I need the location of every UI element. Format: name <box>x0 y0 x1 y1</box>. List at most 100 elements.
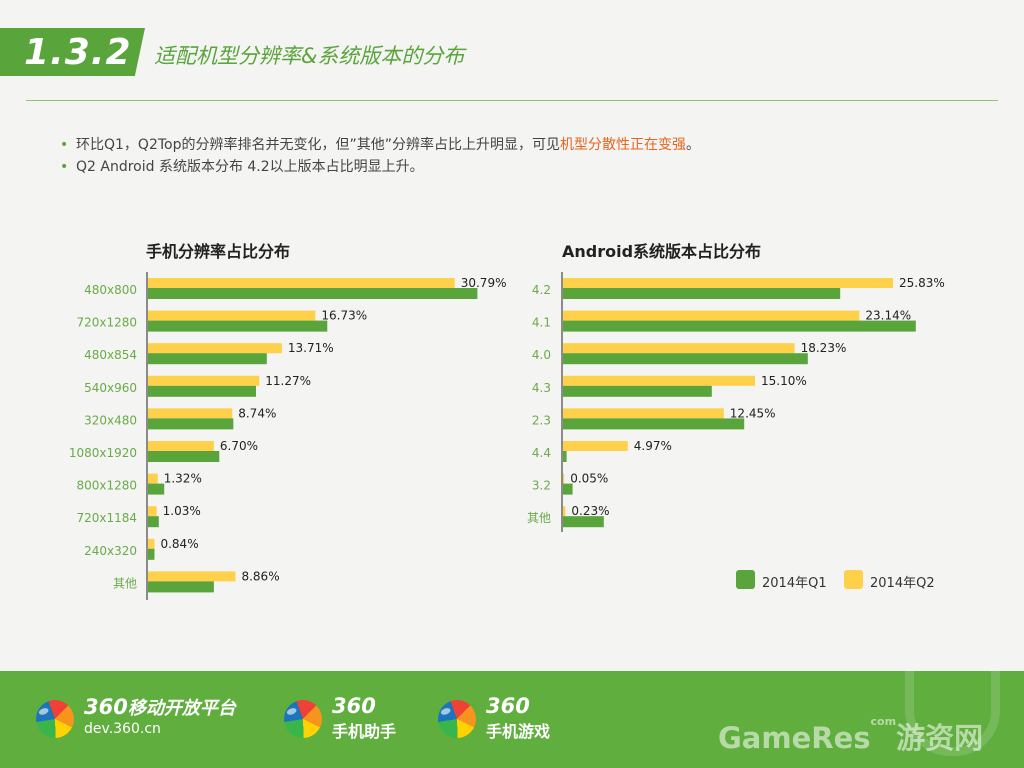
360-ball-logo-icon <box>30 694 80 744</box>
data-label-q2: 18.23% <box>801 341 847 355</box>
logo-url: dev.360.cn <box>84 721 161 737</box>
legend-swatch-q2 <box>844 570 863 589</box>
data-label-q2: 23.14% <box>865 309 911 323</box>
category-label: 4.3 <box>532 381 551 395</box>
bullet-dot-icon: • <box>60 137 69 153</box>
legend-label-q2: 2014年Q2 <box>870 576 935 591</box>
bullet-text: 环比Q1，Q2Top的分辨率排名并无变化，但”其他”分辨率占比上升明显，可见 <box>76 137 560 153</box>
category-label: 其他 <box>113 576 137 590</box>
bar-q2 <box>148 343 282 354</box>
data-label-q2: 0.23% <box>571 504 609 518</box>
bar-q2 <box>563 473 565 484</box>
category-label: 720x1184 <box>76 511 137 525</box>
section-number: 1.3.2 <box>24 32 132 73</box>
category-label: 1080x1920 <box>69 446 137 460</box>
gameres-watermark: GameRescom游资网 <box>718 715 984 755</box>
data-label-q2: 15.10% <box>761 374 807 388</box>
shield-watermark-icon <box>905 671 1000 756</box>
category-label: 320x480 <box>84 413 137 427</box>
bar-q1 <box>148 516 159 528</box>
category-label: 4.1 <box>532 316 551 330</box>
bar-q1 <box>563 418 745 430</box>
logo-text: 360 <box>332 694 376 718</box>
bar-q1 <box>563 451 567 462</box>
category-label: 4.4 <box>532 446 551 460</box>
category-label: 4.2 <box>532 283 551 297</box>
bar-q1 <box>563 320 916 332</box>
data-label-q2: 0.05% <box>570 472 608 486</box>
bar-q2 <box>563 343 795 354</box>
category-label: 800x1280 <box>76 479 137 493</box>
bar-q1 <box>563 516 604 528</box>
bar-q2 <box>563 278 893 288</box>
bar-q2 <box>148 538 155 549</box>
bar-q2 <box>148 571 236 582</box>
category-label: 其他 <box>527 511 551 525</box>
bar-q2 <box>563 441 628 451</box>
data-label-q2: 8.86% <box>241 569 279 583</box>
360-ball-logo-icon <box>432 694 482 744</box>
bar-q1 <box>148 320 328 332</box>
footer-bar: 360移动开放平台 dev.360.cn 360 手机助手 360 手机游戏 G… <box>0 671 1024 768</box>
data-label-q2: 13.71% <box>288 341 334 355</box>
category-label: 3.2 <box>532 479 551 493</box>
bar-q1 <box>563 385 712 397</box>
logo-text: 360移动开放平台 <box>84 695 236 719</box>
logo-subtitle: 手机游戏 <box>486 722 551 741</box>
data-label-q2: 12.45% <box>730 406 776 420</box>
bar-q2 <box>148 310 316 321</box>
bullet-item: • 环比Q1，Q2Top的分辨率排名并无变化，但”其他”分辨率占比上升明显，可见机… <box>60 134 700 156</box>
legend-label-q1: 2014年Q1 <box>762 576 827 591</box>
legend-swatch-q1 <box>736 570 755 589</box>
bullet-highlight: 机型分散性正在变强 <box>559 137 686 153</box>
bar-q2 <box>563 506 566 517</box>
bar-q1 <box>148 548 155 560</box>
title-divider <box>26 100 998 101</box>
logo-subtitle: 手机助手 <box>332 722 397 741</box>
bar-q1 <box>148 353 267 365</box>
category-label: 480x800 <box>84 283 137 297</box>
bullet-list: • 环比Q1，Q2Top的分辨率排名并无变化，但”其他”分辨率占比上升明显，可见机… <box>60 134 700 178</box>
bar-q2 <box>148 441 214 451</box>
bar-q2 <box>563 408 724 419</box>
bar-q1 <box>148 451 220 462</box>
logo-text: 360 <box>486 694 530 718</box>
data-label-q2: 16.73% <box>321 309 367 323</box>
chart-title-android: Android系统版本占比分布 <box>562 242 762 261</box>
slide-title: 适配机型分辨率&系统版本的分布 <box>154 44 465 68</box>
bar-q1 <box>148 418 234 430</box>
category-label: 480x854 <box>84 348 137 362</box>
bar-q2 <box>148 506 157 517</box>
bar-q2 <box>148 375 260 386</box>
data-label-q2: 11.27% <box>265 374 311 388</box>
bar-q1 <box>563 483 573 495</box>
bar-q1 <box>148 483 165 495</box>
bullet-suffix: 。 <box>685 137 700 153</box>
category-label: 720x1280 <box>76 316 137 330</box>
360-ball-logo-icon <box>278 694 328 744</box>
bullet-item: • Q2 Android 系统版本分布 4.2以上版本占比明显上升。 <box>60 156 700 178</box>
data-label-q2: 1.03% <box>163 504 201 518</box>
bar-q1 <box>563 288 841 299</box>
bullet-dot-icon: • <box>60 159 69 175</box>
bar-q2 <box>563 375 755 386</box>
data-label-q2: 0.84% <box>160 537 198 551</box>
bullet-text: Q2 Android 系统版本分布 4.2以上版本占比明显上升。 <box>76 159 424 175</box>
category-label: 240x320 <box>84 544 137 558</box>
section-number-tag: 1.3.2 <box>0 28 145 76</box>
data-label-q2: 25.83% <box>899 276 945 290</box>
bar-q1 <box>148 581 214 593</box>
data-label-q2: 4.97% <box>634 439 672 453</box>
data-label-q2: 8.74% <box>238 406 276 420</box>
data-label-q2: 6.70% <box>220 439 258 453</box>
category-label: 540x960 <box>84 381 137 395</box>
data-label-q2: 1.32% <box>164 472 202 486</box>
category-label: 2.3 <box>532 413 551 427</box>
category-label: 4.0 <box>532 348 551 362</box>
bar-q1 <box>148 288 478 299</box>
bar-q2 <box>563 310 860 321</box>
data-label-q2: 30.79% <box>461 276 507 290</box>
bar-q1 <box>148 385 256 397</box>
